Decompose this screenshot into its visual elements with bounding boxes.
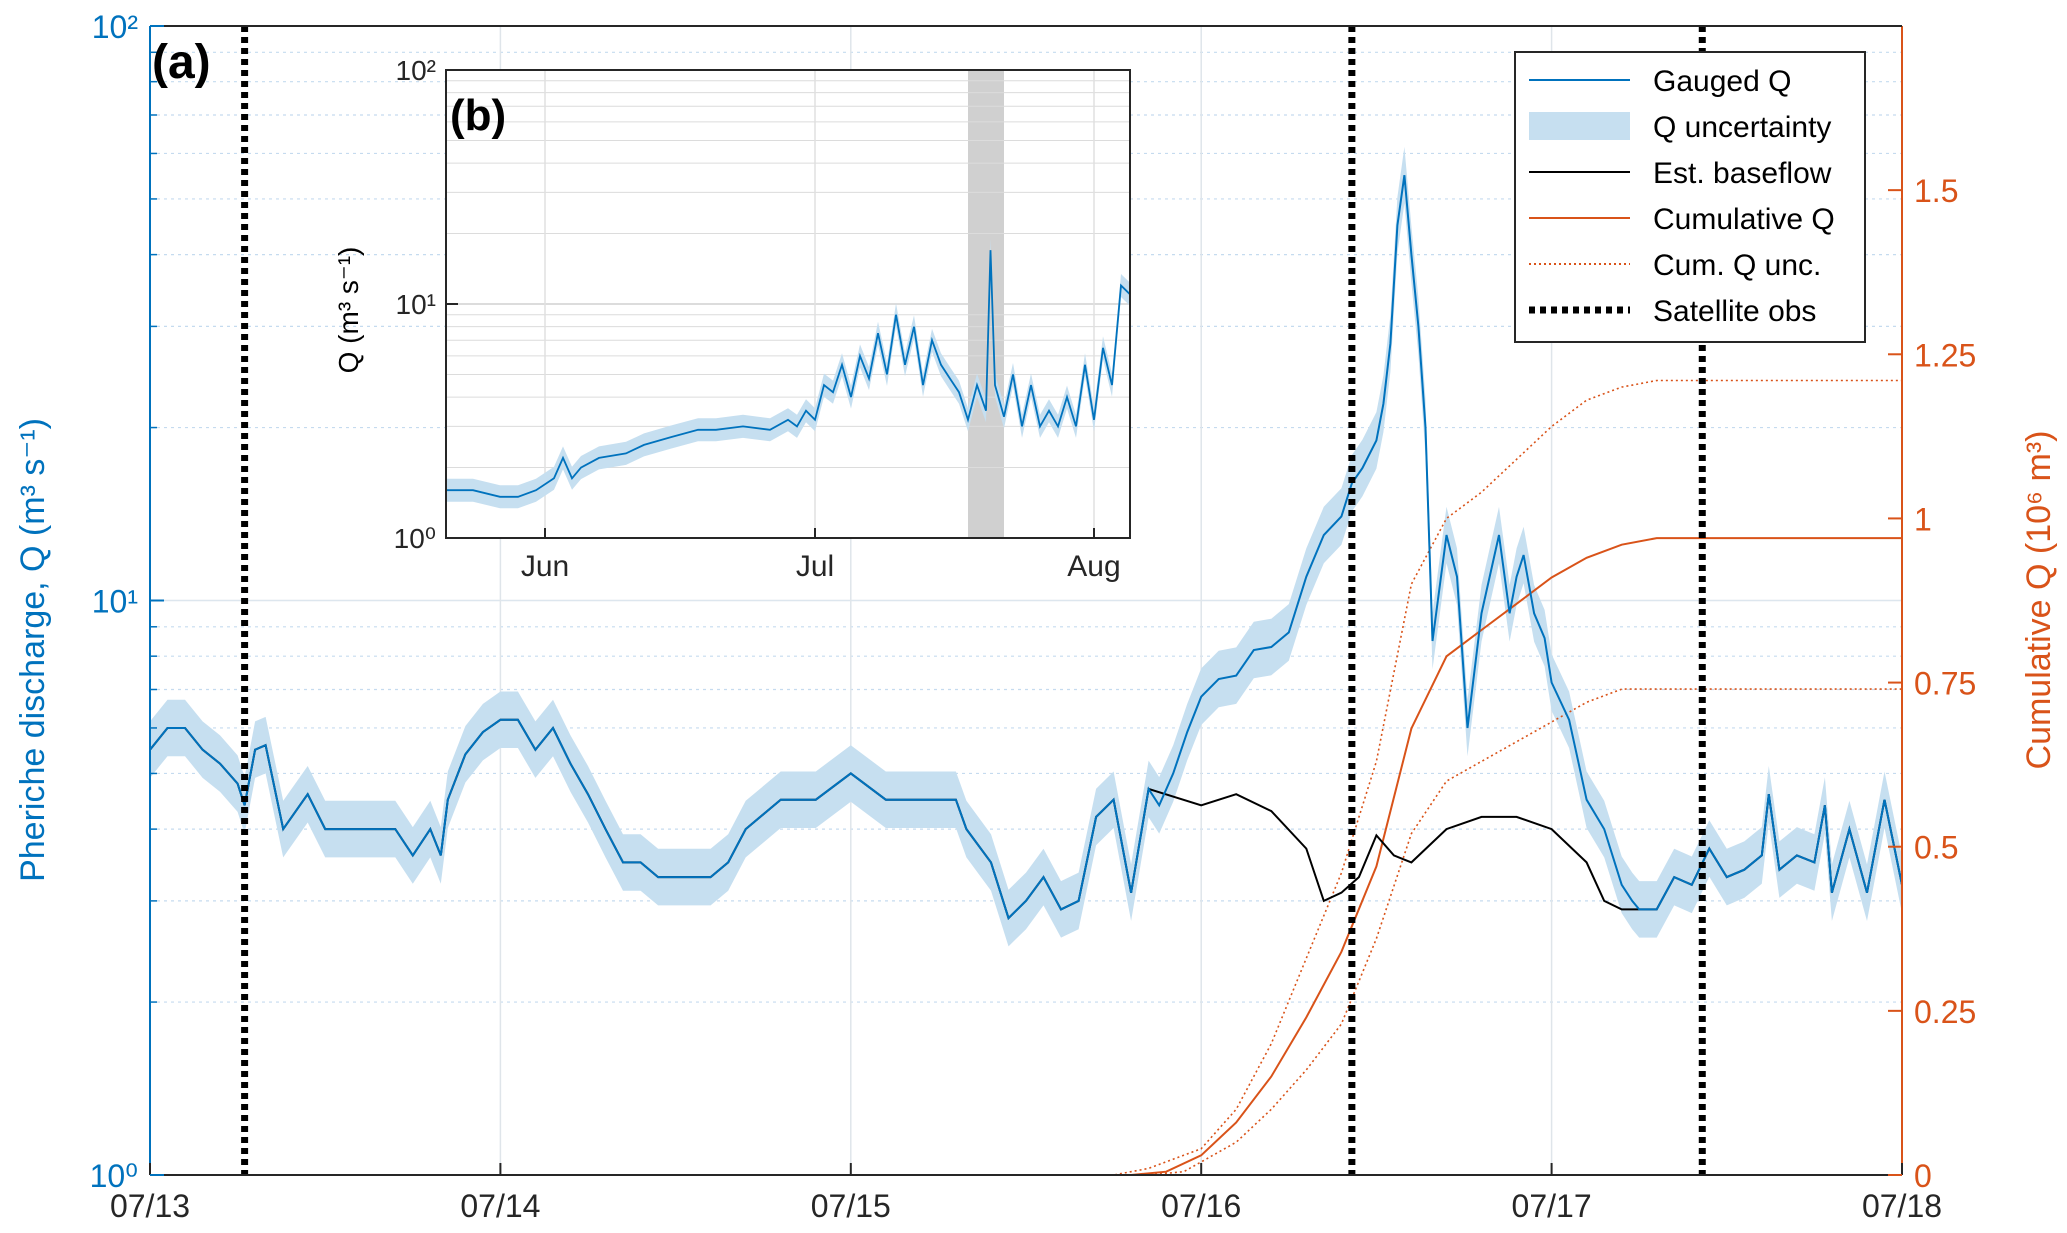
y-left-tick-label: 10⁰ — [90, 1158, 138, 1194]
y-right-tick-label: 1.5 — [1914, 173, 1958, 209]
x-tick-label: 07/18 — [1862, 1188, 1942, 1224]
legend-label: Gauged Q — [1653, 65, 1791, 98]
x-tick-label: 07/14 — [460, 1188, 540, 1224]
y-right-tick-label: 1 — [1914, 501, 1932, 537]
inset-panel-label-b: (b) — [450, 91, 506, 140]
legend-label: Satellite obs — [1653, 295, 1816, 328]
legend-label: Est. baseflow — [1653, 157, 1832, 190]
panel-label-a: (a) — [152, 36, 211, 89]
gauged-q-line — [149, 175, 1903, 920]
legend-box — [1514, 51, 1866, 343]
cum-q-unc-lower-line — [150, 688, 1902, 1176]
q-uncertainty-band — [150, 146, 1902, 947]
y-right-tick-label: 0 — [1914, 1158, 1932, 1194]
inset-y-axis-label: Q (m³ s⁻¹) — [333, 247, 364, 374]
legend: Gauged Q Q uncertainty Est. baseflow Cumula… — [1514, 51, 1866, 343]
main-axes: 07/13 07/14 07/15 07/16 07/17 07/18 10⁰ 10¹ 10² 0… — [90, 9, 1977, 1224]
y-right-tick-label: 0.25 — [1914, 994, 1976, 1030]
y-right-tick-label: 0.5 — [1914, 830, 1958, 866]
legend-label: Cumulative Q — [1653, 203, 1835, 236]
y-axis-label-right: Cumulative Q (10⁶ m³) — [2020, 431, 2058, 770]
legend-swatch-band — [1529, 112, 1630, 140]
y-right-tick-label: 1.25 — [1914, 337, 1976, 373]
inset-panel: Jun Jul Aug 10⁰ 10¹ 10² — [394, 55, 1131, 583]
x-tick-label: 07/15 — [811, 1188, 891, 1224]
inset-x-tick-label: Aug — [1067, 550, 1120, 583]
cumulative-q-line — [150, 537, 1902, 1176]
y-axis-label-left: Pheriche discharge, Q (m³ s⁻¹) — [14, 418, 52, 882]
inset-x-tick-label: Jul — [796, 550, 834, 583]
inset-x-tick-label: Jun — [521, 550, 569, 583]
legend-label: Cum. Q unc. — [1653, 249, 1821, 282]
legend-label: Q uncertainty — [1653, 111, 1831, 144]
inset-y-tick-label: 10² — [396, 55, 436, 86]
cum-q-unc-upper-line — [150, 379, 1902, 1176]
main-series — [149, 26, 1903, 1176]
y-left-tick-label: 10² — [92, 9, 139, 45]
y-left-tick-label: 10¹ — [92, 584, 138, 620]
inset-gauged-q-line — [446, 250, 1131, 498]
y-right-tick-label: 0.75 — [1914, 666, 1976, 702]
x-tick-label: 07/16 — [1161, 1188, 1241, 1224]
inset-y-tick-label: 10¹ — [396, 289, 436, 320]
x-tick-label: 07/17 — [1512, 1188, 1592, 1224]
x-tick-label: 07/13 — [110, 1188, 190, 1224]
inset-y-tick-label: 10⁰ — [394, 523, 436, 554]
